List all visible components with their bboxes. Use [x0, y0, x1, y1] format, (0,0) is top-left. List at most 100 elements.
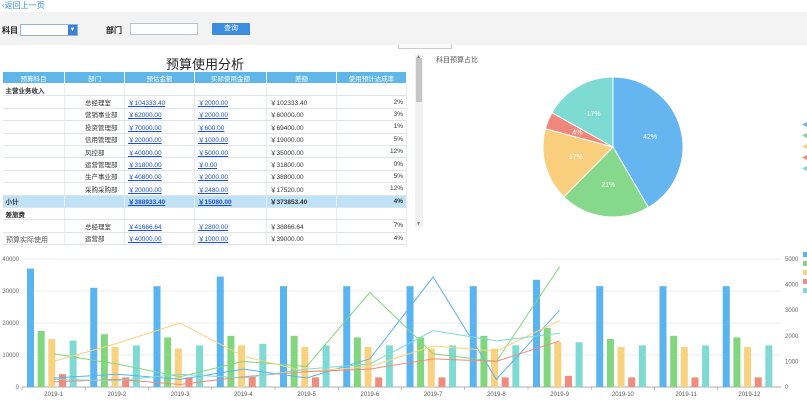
table-cell[interactable]: ￥1000.00: [194, 232, 267, 246]
legend-marker-icon: [803, 279, 807, 284]
table-cell[interactable]: ￥15080.00: [194, 195, 267, 208]
bar: [564, 375, 572, 387]
bar: [480, 335, 488, 387]
table-cell: [2, 95, 65, 109]
table-cell: 12%: [336, 182, 407, 196]
table-cell[interactable]: ￥40000.00: [124, 145, 195, 159]
back-link[interactable]: ‹返回上一页: [2, 0, 45, 11]
bar: [301, 347, 309, 387]
bar: [69, 340, 77, 387]
table-cell[interactable]: ￥41666.64: [124, 219, 195, 233]
column-header[interactable]: 预估金额: [124, 71, 195, 84]
table-cell[interactable]: ￥104333.40: [124, 95, 195, 109]
table-row: 投资管理部 ￥70000.00 ￥600.00 ￥69400.00 1%: [2, 120, 407, 134]
legend-marker-icon: [803, 261, 807, 266]
bar: [311, 377, 319, 387]
bar: [100, 334, 108, 387]
table-cell: 3%: [336, 108, 407, 122]
x-tick-label: 2019-10: [612, 392, 635, 398]
dept-input[interactable]: [130, 23, 198, 35]
bar: [132, 345, 140, 387]
bar: [196, 345, 204, 387]
table-cell[interactable]: ￥2800.00: [194, 219, 267, 233]
scroll-down-icon[interactable]: ▼: [416, 221, 421, 227]
series-line: [53, 276, 560, 381]
table-cell[interactable]: ￥2000.00: [194, 95, 267, 109]
column-header[interactable]: 差额: [266, 71, 337, 84]
table-cell: 生产事业部: [64, 170, 125, 184]
table-cell: [2, 170, 65, 184]
legend-marker-icon: [802, 122, 807, 127]
budget-table: 预算科目 部门 预估金额 实际使用金额 差额 使用预计达成率 主营业务收入 总经理室 ￥104…: [2, 71, 407, 246]
bar: [185, 377, 193, 387]
table-row: 风控部 ￥40000.00 ￥5000.00 ￥35000.00 12%: [2, 145, 407, 159]
table-row: 营销事业部 ￥62000.00 ￥2000.00 ￥60000.00 3%: [2, 108, 407, 122]
table-cell[interactable]: ￥40000.00: [124, 232, 195, 246]
table-cell: 4%: [336, 232, 407, 246]
x-tick-label: 2019-2: [108, 392, 127, 398]
y2-tick-label: 3000: [785, 308, 799, 314]
legend-marker-icon: [802, 155, 807, 160]
table-cell: [336, 207, 407, 221]
table-cell: [2, 120, 65, 134]
x-tick-label: 2019-9: [550, 392, 569, 398]
table-cell[interactable]: ￥1000.00: [194, 133, 267, 146]
bar: [491, 348, 499, 387]
table-cell[interactable]: ￥0.00: [194, 157, 267, 171]
table-cell: 12%: [336, 145, 407, 159]
table-scrollbar[interactable]: ▲ ▼: [415, 54, 423, 227]
x-tick-label: 2019-8: [487, 392, 506, 398]
table-cell[interactable]: ￥388933.40: [124, 195, 195, 208]
bar: [322, 345, 330, 387]
table-cell: ￥38866.64: [266, 219, 337, 233]
y-tick-label: 30000: [2, 289, 19, 295]
series-line: [53, 330, 560, 382]
series-line: [53, 340, 560, 385]
column-header[interactable]: 使用预计达成率: [336, 71, 407, 84]
table-cell[interactable]: ￥20000.00: [124, 182, 195, 196]
bar: [216, 276, 224, 387]
table-cell: 总经理室: [64, 95, 125, 109]
table-cell[interactable]: ￥600.00: [194, 120, 267, 134]
splitter-handle[interactable]: [398, 44, 452, 49]
x-tick-label: 2019-7: [424, 392, 443, 398]
y2-tick-label: 1000: [785, 359, 799, 365]
subject-select[interactable]: ▼: [20, 24, 78, 36]
table-cell[interactable]: ￥70000.00: [124, 120, 195, 134]
scroll-up-icon[interactable]: ▲: [416, 54, 421, 60]
x-tick-label: 2019-1: [44, 392, 63, 398]
table-cell[interactable]: ￥2480.00: [194, 182, 267, 196]
table-cell: ￥19000.00: [266, 133, 337, 146]
table-cell: [336, 83, 407, 97]
column-header[interactable]: 实际使用金额: [194, 71, 267, 84]
bar: [733, 337, 741, 387]
table-cell[interactable]: ￥20000.00: [124, 133, 195, 146]
x-tick-label: 2019-11: [675, 392, 697, 398]
bar: [722, 286, 730, 387]
x-tick-label: 2019-12: [738, 392, 761, 398]
table-cell: 0%: [336, 157, 407, 171]
table-cell: 信用管理部: [64, 133, 125, 146]
column-header[interactable]: 预算科目: [2, 71, 65, 84]
back-label: 返回上一页: [4, 1, 45, 10]
column-header[interactable]: 部门: [64, 71, 125, 84]
bar: [111, 347, 119, 387]
table-cell[interactable]: ￥2000.00: [194, 170, 267, 184]
y-tick-label: 10000: [2, 353, 19, 359]
table-cell[interactable]: ￥2000.00: [194, 108, 267, 122]
bar: [122, 377, 130, 387]
table-cell[interactable]: ￥40800.00: [124, 170, 195, 184]
table-cell[interactable]: ￥5000.00: [194, 145, 267, 159]
scroll-thumb[interactable]: [416, 58, 422, 102]
query-button[interactable]: 查询: [212, 23, 250, 35]
bar: [638, 345, 646, 387]
table-cell: [266, 83, 337, 97]
bar: [227, 335, 235, 387]
table-cell[interactable]: ￥62000.00: [124, 108, 195, 122]
x-tick-label: 2019-5: [297, 392, 316, 398]
table-cell: ￥60000.00: [266, 108, 337, 122]
bar: [501, 377, 509, 387]
table-cell: [124, 207, 195, 221]
bar: [533, 279, 540, 387]
table-cell[interactable]: ￥31800.00: [124, 157, 195, 171]
